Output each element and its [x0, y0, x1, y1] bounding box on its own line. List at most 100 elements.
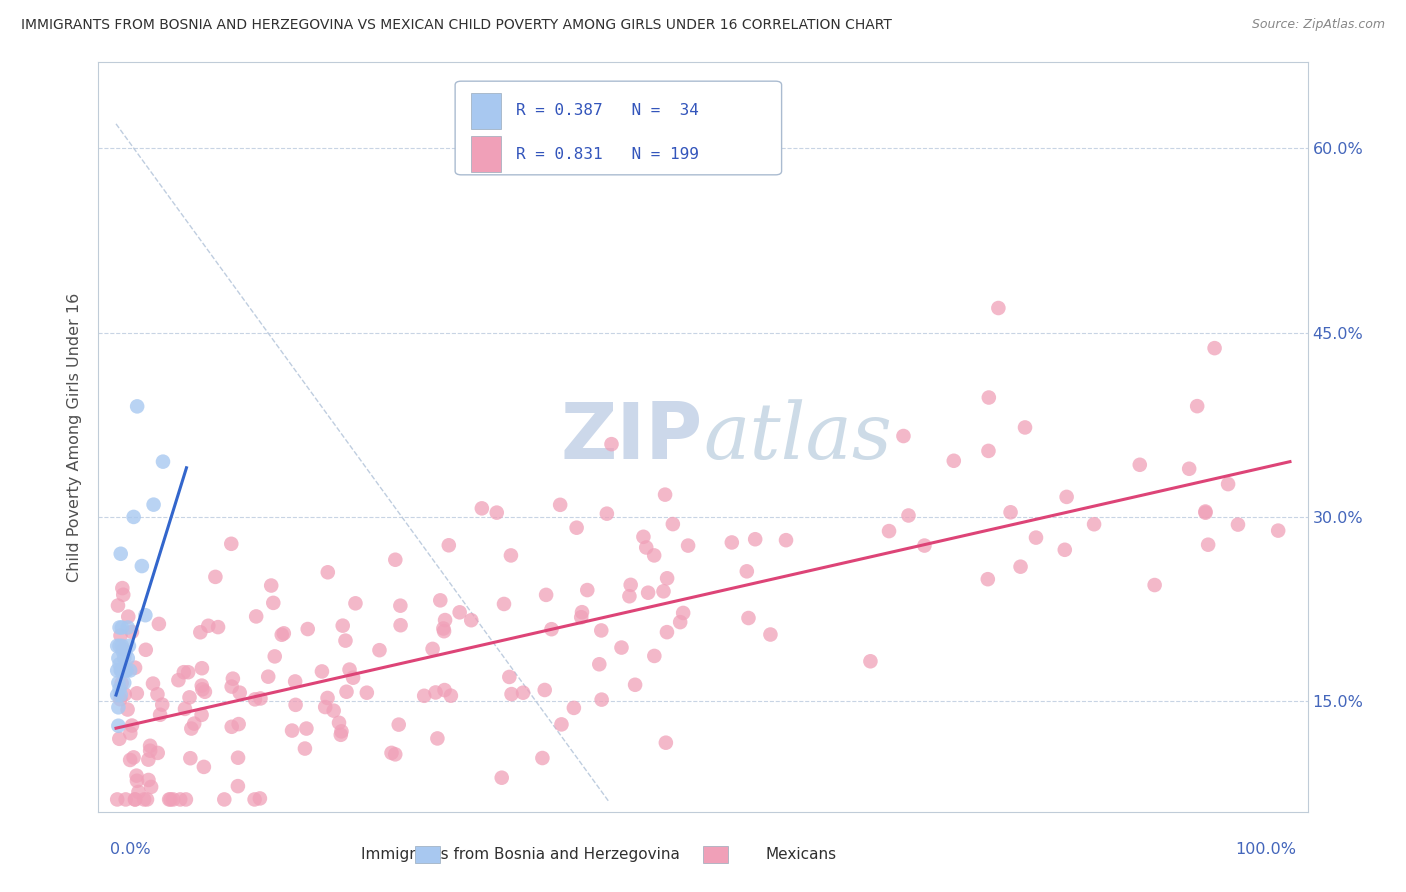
Point [512, 686, 534, 700]
Point [384, 747, 406, 762]
Point [226, 750, 249, 764]
Point [207, 620, 229, 634]
Point [214, 792, 236, 806]
Point [221, 720, 243, 734]
Point [117, 651, 139, 665]
Point [108, 657, 131, 672]
Point [112, 651, 135, 665]
Point [112, 588, 135, 602]
Point [1143, 578, 1166, 592]
Point [139, 744, 162, 758]
Point [105, 639, 128, 653]
Point [316, 690, 339, 705]
Point [124, 661, 146, 675]
Point [222, 672, 245, 686]
Point [744, 533, 766, 547]
Point [388, 717, 411, 731]
Point [107, 651, 129, 665]
Point [121, 624, 143, 639]
Point [637, 585, 659, 599]
Point [433, 624, 456, 639]
Point [179, 751, 201, 765]
Point [107, 599, 129, 613]
Point [384, 553, 406, 567]
Point [344, 596, 367, 610]
Point [108, 620, 131, 634]
Point [162, 792, 184, 806]
Point [877, 524, 900, 538]
Point [655, 736, 678, 750]
Point [105, 664, 128, 678]
Point [565, 521, 588, 535]
Point [191, 682, 214, 697]
Point [330, 724, 353, 739]
Point [591, 624, 613, 638]
Point [335, 633, 357, 648]
Point [368, 643, 391, 657]
Point [117, 620, 139, 634]
Point [112, 645, 135, 659]
Point [191, 661, 214, 675]
Point [167, 673, 190, 688]
Point [149, 707, 172, 722]
Point [1014, 420, 1036, 434]
Point [111, 581, 134, 595]
Point [434, 613, 457, 627]
Point [562, 701, 585, 715]
Point [117, 609, 139, 624]
Point [499, 549, 522, 563]
Point [977, 572, 1000, 586]
Point [125, 769, 148, 783]
Point [485, 506, 508, 520]
Point [655, 625, 678, 640]
Point [1185, 399, 1208, 413]
Point [139, 739, 162, 753]
Point [380, 746, 402, 760]
Point [636, 541, 658, 555]
Point [157, 792, 180, 806]
Point [652, 584, 675, 599]
Point [138, 772, 160, 787]
Point [115, 664, 138, 678]
Point [571, 605, 593, 619]
Point [548, 498, 571, 512]
Point [105, 792, 128, 806]
Point [120, 664, 142, 678]
Point [174, 792, 197, 806]
Point [449, 605, 471, 619]
Point [413, 689, 436, 703]
Point [1025, 531, 1047, 545]
Point [112, 675, 135, 690]
Point [643, 648, 665, 663]
Point [1216, 477, 1239, 491]
Point [643, 549, 665, 563]
Point [243, 792, 266, 806]
Point [173, 665, 195, 680]
Point [193, 760, 215, 774]
Point [1056, 490, 1078, 504]
Point [243, 692, 266, 706]
Point [433, 683, 456, 698]
Point [177, 665, 200, 680]
Point [107, 675, 129, 690]
Point [295, 722, 318, 736]
Text: atlas: atlas [703, 399, 891, 475]
Point [588, 657, 610, 672]
Point [1194, 506, 1216, 520]
Point [110, 692, 132, 706]
Text: 0.0%: 0.0% [110, 842, 150, 857]
Point [136, 792, 159, 806]
Point [139, 780, 162, 794]
Point [131, 559, 153, 574]
Point [1053, 542, 1076, 557]
Point [977, 391, 1000, 405]
Point [197, 619, 219, 633]
Point [120, 726, 142, 740]
Text: IMMIGRANTS FROM BOSNIA AND HERZEGOVINA VS MEXICAN CHILD POVERTY AMONG GIRLS UNDE: IMMIGRANTS FROM BOSNIA AND HERZEGOVINA V… [21, 18, 891, 32]
Point [191, 679, 214, 693]
Point [440, 689, 463, 703]
Point [342, 671, 364, 685]
Point [169, 792, 191, 806]
Point [121, 718, 143, 732]
Point [124, 792, 146, 806]
